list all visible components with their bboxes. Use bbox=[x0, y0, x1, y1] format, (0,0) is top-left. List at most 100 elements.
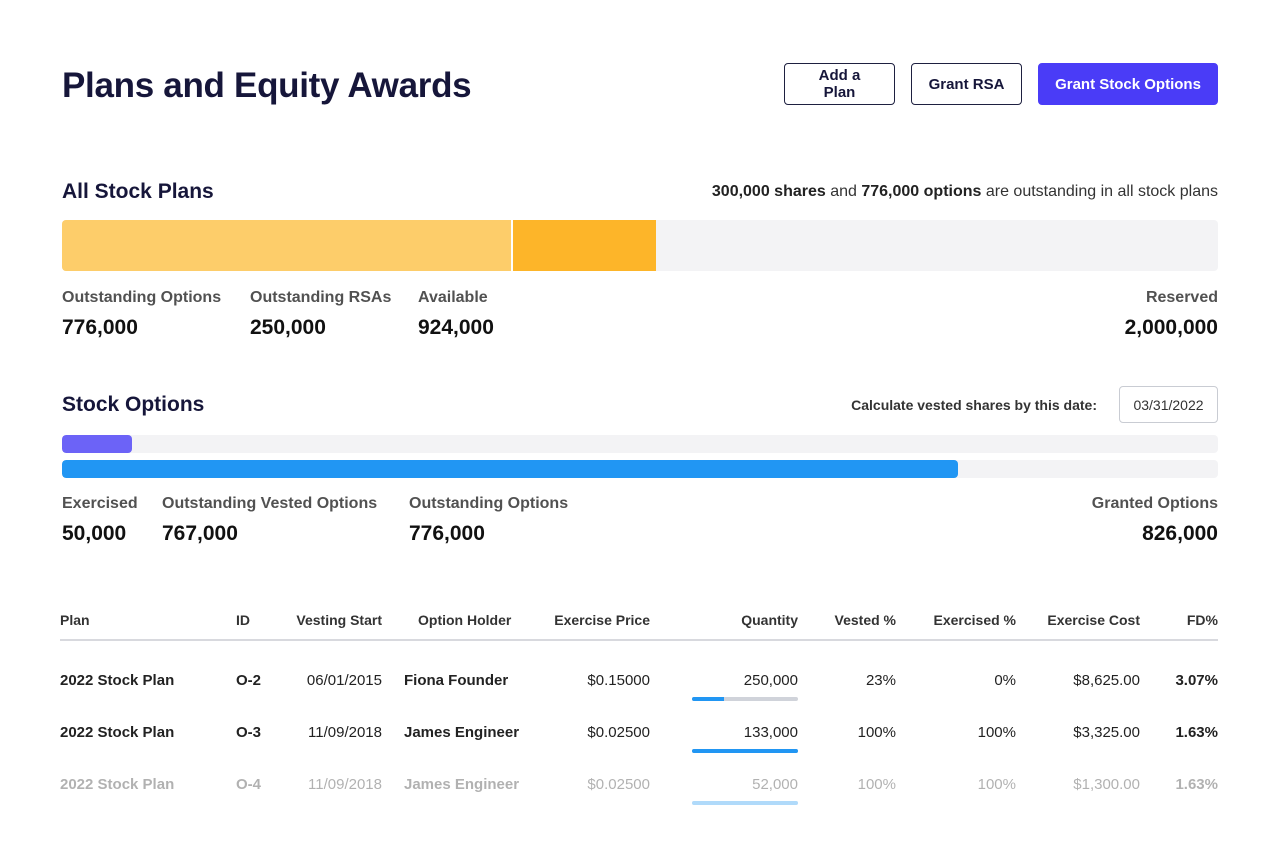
stat-outstanding-options: Outstanding Options 776,000 bbox=[409, 495, 568, 546]
col-header-fd-pct[interactable]: FD% bbox=[1140, 600, 1218, 641]
stat-label: Granted Options bbox=[1091, 495, 1218, 512]
page-header: Plans and Equity Awards Add a Plan Grant… bbox=[62, 62, 1218, 108]
stat-label: Outstanding RSAs bbox=[250, 289, 392, 306]
col-header-exercise-price[interactable]: Exercise Price bbox=[534, 600, 650, 641]
col-header-option-holder[interactable]: Option Holder bbox=[382, 600, 534, 641]
stat-value: 767,000 bbox=[162, 522, 238, 545]
quantity-cell: 52,000 bbox=[650, 758, 798, 810]
exercised-pct-cell: 100% bbox=[977, 775, 1016, 793]
table-header-row: Plan ID Vesting Start Option Holder Exer… bbox=[60, 600, 1218, 641]
quantity-wrap: 133,000 bbox=[692, 723, 798, 753]
exercised-bar bbox=[62, 435, 1218, 453]
vested-pct-cell: 100% bbox=[857, 775, 896, 793]
col-header-exercised-pct[interactable]: Exercised % bbox=[896, 600, 1016, 641]
outstanding-options-segment bbox=[62, 220, 511, 271]
quantity-value: 52,000 bbox=[752, 775, 798, 793]
vested-pct-cell: 23% bbox=[865, 672, 896, 689]
vesting-start-cell: 06/01/2015 bbox=[306, 672, 382, 689]
quantity-value: 133,000 bbox=[743, 723, 798, 741]
summary-options: 776,000 options bbox=[861, 183, 982, 200]
table-row[interactable]: 2022 Stock Plan O-4 11/09/2018 James Eng… bbox=[60, 758, 1218, 810]
exercise-price-cell: $0.02500 bbox=[587, 723, 650, 741]
vesting-date-input[interactable] bbox=[1119, 386, 1218, 423]
vested-progress-fill bbox=[692, 748, 798, 753]
fd-pct-cell: 3.07% bbox=[1175, 672, 1218, 689]
stat-label: Outstanding Options bbox=[62, 289, 222, 306]
stat-outstanding-rsas: Outstanding RSAs 250,000 bbox=[250, 289, 391, 340]
stat-granted-options: Granted Options 826,000 bbox=[1092, 495, 1218, 546]
quantity-wrap: 250,000 bbox=[692, 672, 798, 701]
vested-progress-bar bbox=[692, 697, 798, 701]
table-row[interactable]: 2022 Stock Plan O-3 11/09/2018 James Eng… bbox=[60, 706, 1218, 758]
stat-outstanding-vested: Outstanding Vested Options 767,000 bbox=[162, 495, 377, 546]
vested-fill bbox=[62, 460, 958, 478]
exercise-price-cell: $0.02500 bbox=[587, 775, 650, 793]
stat-label: Exercised bbox=[62, 495, 138, 512]
exercise-cost-cell: $1,300.00 bbox=[1073, 775, 1140, 793]
all-stock-plans-title: All Stock Plans bbox=[62, 180, 214, 203]
col-header-vesting-start[interactable]: Vesting Start bbox=[286, 600, 382, 641]
stat-outstanding-options: Outstanding Options 776,000 bbox=[62, 289, 221, 340]
vested-progress-fill bbox=[692, 800, 798, 805]
summary-tail: are outstanding in all stock plans bbox=[981, 183, 1218, 200]
quantity-cell: 133,000 bbox=[650, 706, 798, 758]
exercise-cost-cell: $3,325.00 bbox=[1073, 723, 1140, 741]
quantity-wrap: 52,000 bbox=[692, 775, 798, 805]
option-id-link[interactable]: O-3 bbox=[236, 723, 262, 741]
stat-exercised: Exercised 50,000 bbox=[62, 495, 138, 546]
grant-rsa-button[interactable]: Grant RSA bbox=[911, 63, 1022, 105]
option-holder-link[interactable]: James Engineer bbox=[404, 775, 520, 793]
stat-label: Available bbox=[418, 289, 488, 306]
stat-reserved: Reserved 2,000,000 bbox=[1125, 289, 1218, 340]
col-header-quantity[interactable]: Quantity bbox=[650, 600, 798, 641]
quantity-value: 250,000 bbox=[743, 672, 798, 689]
vesting-date-label: Calculate vested shares by this date: bbox=[851, 397, 1097, 413]
vested-pct-cell: 100% bbox=[857, 723, 896, 741]
option-id-link[interactable]: O-2 bbox=[236, 672, 262, 689]
header-actions: Add a Plan Grant RSA Grant Stock Options bbox=[784, 63, 1218, 105]
option-holder-link[interactable]: James Engineer bbox=[404, 723, 520, 741]
stat-label: Reserved bbox=[1145, 289, 1218, 306]
exercise-price-cell: $0.15000 bbox=[587, 672, 650, 689]
stat-value: 776,000 bbox=[62, 316, 138, 339]
plan-link[interactable]: 2022 Stock Plan bbox=[60, 672, 175, 689]
vested-progress-bar bbox=[692, 748, 798, 753]
summary-shares: 300,000 shares bbox=[711, 183, 826, 200]
plan-link[interactable]: 2022 Stock Plan bbox=[60, 723, 175, 741]
outstanding-rsas-segment bbox=[511, 220, 656, 271]
fd-pct-cell: 1.63% bbox=[1175, 775, 1218, 793]
vested-progress-fill bbox=[692, 697, 724, 701]
col-header-vested-pct[interactable]: Vested % bbox=[798, 600, 896, 641]
stat-value: 50,000 bbox=[62, 522, 127, 545]
options-table: Plan ID Vesting Start Option Holder Exer… bbox=[60, 600, 1218, 810]
quantity-cell: 250,000 bbox=[650, 640, 798, 706]
stat-value: 776,000 bbox=[409, 522, 485, 545]
vesting-start-cell: 11/09/2018 bbox=[308, 723, 382, 741]
vesting-start-cell: 11/09/2018 bbox=[308, 775, 382, 793]
vested-options-bar bbox=[62, 460, 1218, 478]
plan-link[interactable]: 2022 Stock Plan bbox=[60, 775, 175, 793]
option-holder-link[interactable]: Fiona Founder bbox=[404, 672, 509, 689]
stat-value: 924,000 bbox=[418, 316, 494, 339]
col-header-id[interactable]: ID bbox=[236, 600, 286, 641]
stat-available: Available 924,000 bbox=[418, 289, 494, 340]
page-title: Plans and Equity Awards bbox=[62, 66, 472, 105]
stat-value: 2,000,000 bbox=[1124, 316, 1218, 339]
stat-label: Outstanding Vested Options bbox=[162, 495, 378, 512]
add-plan-button[interactable]: Add a Plan bbox=[784, 63, 895, 105]
table-row[interactable]: 2022 Stock Plan O-2 06/01/2015 Fiona Fou… bbox=[60, 640, 1218, 706]
col-header-exercise-cost[interactable]: Exercise Cost bbox=[1016, 600, 1140, 641]
stat-value: 250,000 bbox=[250, 316, 326, 339]
stock-options-title: Stock Options bbox=[62, 393, 205, 416]
col-header-plan[interactable]: Plan bbox=[60, 600, 236, 641]
vested-progress-bar bbox=[692, 800, 798, 805]
stat-value: 826,000 bbox=[1142, 522, 1218, 545]
exercised-pct-cell: 0% bbox=[994, 672, 1016, 689]
grant-stock-options-button[interactable]: Grant Stock Options bbox=[1038, 63, 1218, 105]
fd-pct-cell: 1.63% bbox=[1175, 723, 1218, 741]
exercise-cost-cell: $8,625.00 bbox=[1073, 672, 1140, 689]
plans-summary: 300,000 shares and 776,000 options are o… bbox=[712, 183, 1218, 201]
option-id-link[interactable]: O-4 bbox=[236, 775, 262, 793]
exercised-pct-cell: 100% bbox=[977, 723, 1016, 741]
exercised-fill bbox=[62, 435, 132, 453]
